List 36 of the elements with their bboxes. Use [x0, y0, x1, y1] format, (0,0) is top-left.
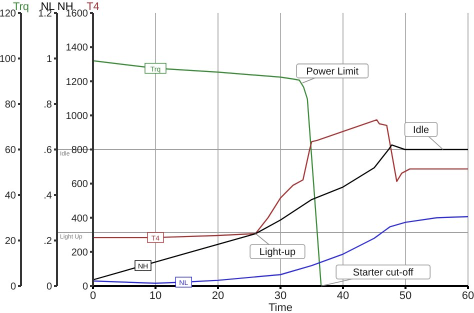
annotation: Starter cut-off [352, 268, 414, 278]
annotation: Light-up [259, 247, 296, 258]
y-tick-label: 1400 [66, 42, 88, 54]
y3-tick-label: 20 [4, 236, 16, 248]
y-tick-label: 1600 [66, 8, 88, 20]
y-axis-title: T4 [86, 1, 100, 13]
y2-tick-label: 1 [46, 54, 52, 66]
y-tick-label: 200 [71, 247, 88, 258]
x-tick-label: 40 [336, 290, 350, 302]
y3-tick-label: 0 [10, 282, 16, 293]
y2-tick-label: .2 [44, 236, 52, 248]
y3-tick-label: 60 [4, 145, 16, 156]
y2-tick-label: .6 [44, 145, 52, 156]
annotation: Idle [412, 125, 430, 136]
y-tick-label: 1000 [66, 110, 88, 122]
annotation: Power Limit [306, 66, 359, 78]
y-tick-label: 1200 [66, 76, 88, 88]
y-tick-label: 0 [82, 282, 88, 293]
x-tick-label: 50 [399, 290, 412, 302]
y3-tick-label: 80 [4, 100, 16, 111]
callout-box: Idle [404, 122, 444, 150]
x-tick-label: 30 [274, 290, 287, 302]
y2-tick-label: .8 [44, 100, 52, 111]
x-tick-label: 60 [462, 290, 474, 302]
y2-tick-label: 1.2 [38, 8, 52, 20]
x-tick-label: 0 [90, 290, 96, 302]
y3-tick-label: 100 [0, 54, 16, 66]
y-tick-label: 400 [71, 213, 88, 224]
y-tick-label: 600 [71, 179, 88, 190]
y2-tick-label: .4 [44, 190, 52, 202]
y-tick-label: 800 [71, 145, 88, 156]
x-tick-label: 20 [212, 290, 224, 302]
x-axis-title: Time [268, 302, 293, 313]
y2-tick-label: 0 [46, 282, 52, 293]
x-tick-label: 10 [149, 290, 162, 302]
y3-tick-label: 40 [4, 190, 16, 202]
